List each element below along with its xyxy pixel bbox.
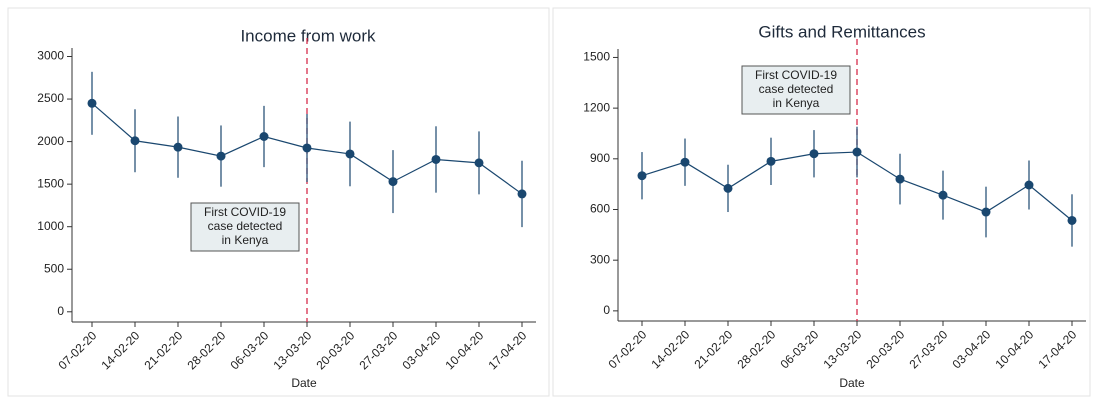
point [723, 183, 733, 193]
point [173, 142, 183, 152]
annotation: First COVID-19 [204, 205, 286, 219]
point [259, 131, 269, 141]
y-tick-label: 2500 [37, 91, 64, 105]
point [895, 174, 905, 184]
y-tick-label: 1500 [583, 50, 610, 64]
point [809, 149, 819, 159]
annotation: First COVID-19 [755, 68, 837, 82]
annotation: in Kenya [773, 96, 820, 110]
y-tick-label: 600 [590, 202, 610, 216]
panel [7, 7, 550, 397]
y-tick-label: 1000 [37, 219, 64, 233]
y-tick-label: 1200 [583, 100, 610, 114]
y-tick-label: 0 [57, 304, 64, 318]
point [1067, 215, 1077, 225]
point [87, 98, 97, 108]
point [981, 207, 991, 217]
y-tick-label: 0 [603, 303, 610, 317]
point [388, 177, 398, 187]
point [474, 158, 484, 168]
y-tick-label: 900 [590, 151, 610, 165]
point [517, 189, 527, 199]
annotation-box [741, 65, 851, 115]
x-axis-label: Date [839, 376, 865, 390]
point [637, 171, 647, 181]
y-tick-label: 300 [590, 252, 610, 266]
y-tick-label: 2000 [37, 134, 64, 148]
point [130, 136, 140, 146]
point [766, 156, 776, 166]
annotation: case detected [759, 82, 834, 96]
y-tick-label: 1500 [37, 176, 64, 190]
x-axis-label: Date [291, 376, 317, 390]
point [216, 151, 226, 161]
annotation-box [190, 202, 300, 252]
annotation: case detected [208, 219, 283, 233]
point [938, 190, 948, 200]
chart-title: Income from work [240, 26, 376, 45]
point [1024, 180, 1034, 190]
chart-title: Gifts and Remittances [758, 22, 925, 41]
point [852, 147, 862, 157]
point [431, 154, 441, 164]
point [345, 149, 355, 159]
y-tick-label: 500 [44, 261, 64, 275]
y-tick-label: 3000 [37, 49, 64, 63]
point [302, 143, 312, 153]
annotation: in Kenya [222, 233, 269, 247]
point [680, 157, 690, 167]
